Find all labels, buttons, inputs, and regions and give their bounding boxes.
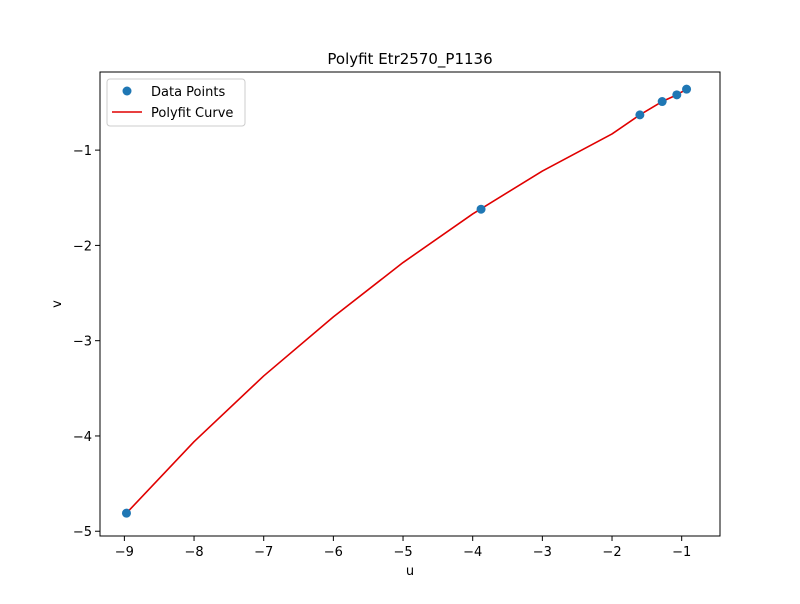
legend: Data Points Polyfit Curve [106, 78, 246, 127]
x-tick-label: −1 [672, 545, 691, 560]
y-tick-label: −5 [73, 525, 92, 540]
data-point [121, 508, 131, 518]
data-point [672, 90, 682, 100]
y-axis-label: v [50, 300, 65, 308]
x-axis-ticks: −9 −8 −7 −6 −5 −4 −3 −2 −1 [115, 536, 691, 560]
data-point [657, 97, 667, 107]
y-tick-label: −3 [73, 335, 92, 350]
x-tick-label: −9 [115, 545, 134, 560]
x-tick-label: −4 [463, 545, 482, 560]
data-point [635, 110, 645, 120]
x-tick-label: −7 [254, 545, 273, 560]
legend-label-data-points: Data Points [151, 85, 225, 100]
legend-label-polyfit-curve: Polyfit Curve [151, 106, 233, 121]
x-tick-label: −6 [324, 545, 343, 560]
legend-marker-data-points [122, 86, 132, 96]
y-axis-ticks: −5 −4 −3 −2 −1 [73, 144, 100, 540]
x-tick-label: −3 [533, 545, 552, 560]
chart-title: Polyfit Etr2570_P1136 [327, 50, 492, 69]
y-tick-label: −4 [73, 430, 92, 445]
data-point [476, 204, 486, 214]
x-tick-label: −8 [184, 545, 203, 560]
legend-box [106, 78, 246, 127]
x-tick-label: −5 [393, 545, 412, 560]
axes-frame [99, 71, 721, 537]
x-tick-label: −2 [602, 545, 621, 560]
data-point [682, 84, 692, 94]
y-tick-label: −1 [73, 144, 92, 159]
y-tick-label: −2 [73, 239, 92, 254]
x-axis-label: u [406, 564, 414, 579]
plot-area [121, 84, 692, 518]
